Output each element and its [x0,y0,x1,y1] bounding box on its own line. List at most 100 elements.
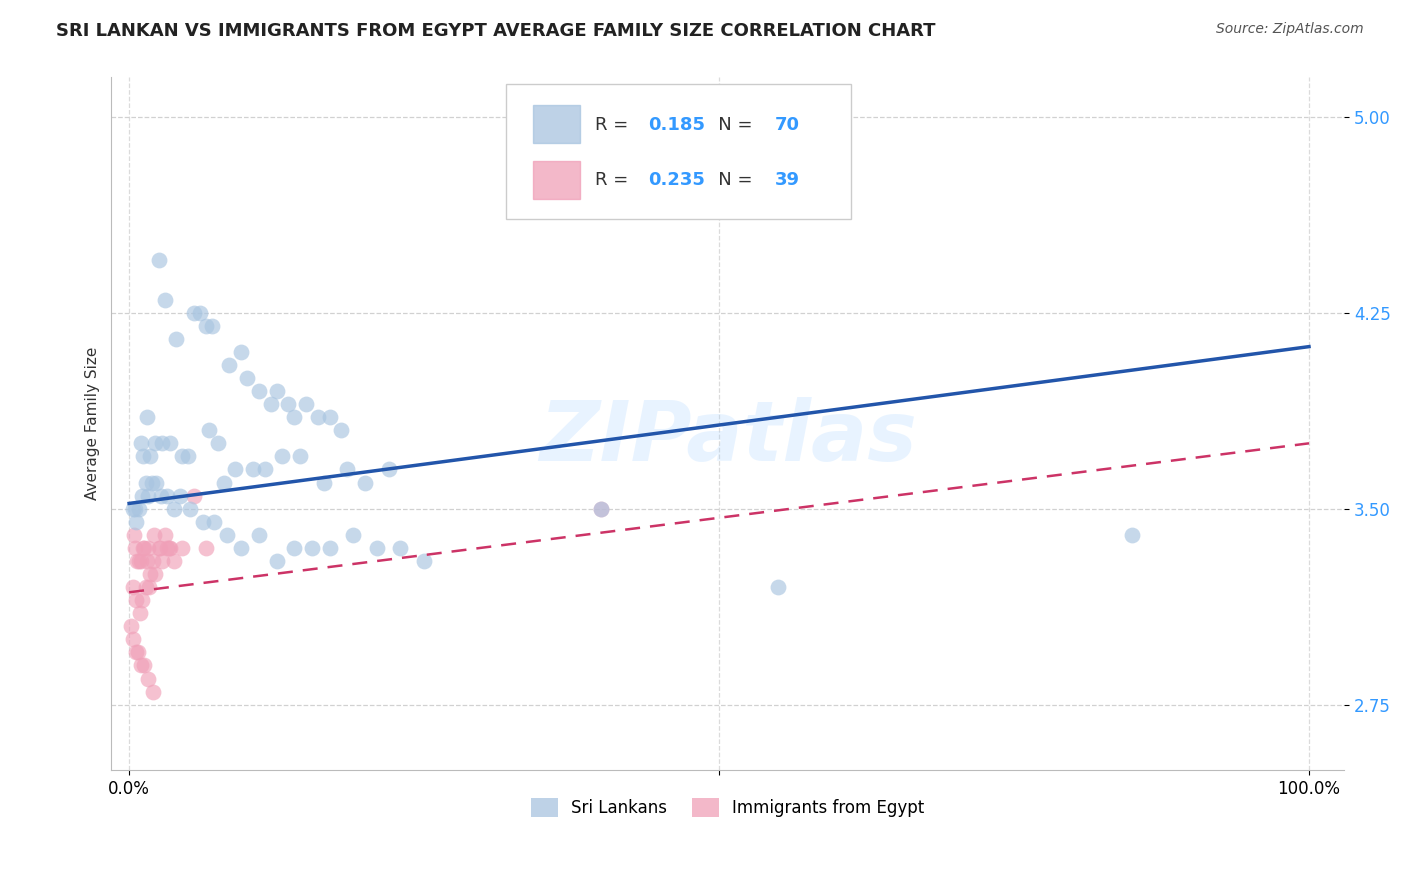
Point [194,318,217,333]
Point [145,475,167,490]
Point [135,410,157,425]
Point [129,658,152,673]
Point [307,410,329,425]
Point [131,489,153,503]
Point [283,541,305,555]
Point [132,541,155,555]
Point [136,541,159,555]
Text: 39: 39 [775,171,800,189]
Point [131,593,153,607]
Point [129,554,152,568]
Point [125,593,148,607]
Point [207,436,229,450]
Point [142,684,165,698]
Point [301,541,323,555]
Point [1121,528,1143,542]
Point [143,436,166,450]
Point [142,554,165,568]
Point [139,450,162,464]
Point [129,436,152,450]
Point [163,501,186,516]
Point [312,475,335,490]
Point [342,528,364,542]
Point [247,384,270,398]
Point [132,450,155,464]
Point [141,475,163,490]
Point [247,528,270,542]
Point [253,462,276,476]
Point [336,462,359,476]
Point [165,332,187,346]
Point [354,475,377,490]
Point [150,436,173,450]
Point [156,489,179,503]
Point [231,541,253,555]
Point [156,541,179,555]
Text: SRI LANKAN VS IMMIGRANTS FROM EGYPT AVERAGE FAMILY SIZE CORRELATION CHART: SRI LANKAN VS IMMIGRANTS FROM EGYPT AVER… [56,22,936,40]
Point [183,489,205,503]
Point [121,619,143,633]
Text: Source: ZipAtlas.com: Source: ZipAtlas.com [1216,22,1364,37]
Point [135,580,157,594]
Point [127,554,149,568]
Point [277,397,299,411]
Point [124,501,146,516]
Point [290,450,312,464]
Point [128,606,150,620]
Point [121,501,143,516]
Point [231,344,253,359]
Point [124,541,146,555]
Point [157,541,180,555]
Point [194,541,217,555]
Point [172,450,194,464]
Point [377,462,399,476]
Point [318,410,340,425]
Point [330,423,353,437]
Point [295,397,318,411]
Point [202,515,225,529]
Point [215,528,238,542]
Bar [533,105,579,144]
Y-axis label: Average Family Size: Average Family Size [86,347,100,500]
Point [266,554,288,568]
Point [198,423,221,437]
Point [135,475,157,490]
Point [260,397,283,411]
Bar [533,161,579,199]
Point [169,489,191,503]
Text: ZIPatlas: ZIPatlas [538,397,917,478]
Point [159,541,181,555]
Point [163,554,186,568]
Text: N =: N = [700,171,758,189]
Point [143,566,166,581]
Point [172,541,194,555]
Point [125,515,148,529]
Point [153,293,176,307]
Point [121,580,143,594]
Point [142,528,165,542]
Point [283,410,305,425]
Text: R =: R = [595,116,634,134]
Point [266,384,288,398]
Point [153,528,176,542]
Point [224,462,246,476]
Point [366,541,388,555]
FancyBboxPatch shape [506,85,851,219]
Point [128,554,150,568]
Text: 0.235: 0.235 [648,171,704,189]
Point [193,515,215,529]
Point [128,501,150,516]
Point [134,658,156,673]
Point [242,462,264,476]
Point [183,306,205,320]
Point [318,541,340,555]
Point [413,554,436,568]
Point [212,475,235,490]
Point [134,541,156,555]
Text: 70: 70 [775,116,800,134]
Point [271,450,294,464]
Text: N =: N = [700,116,758,134]
Point [148,253,170,268]
Point [135,554,157,568]
Point [159,436,181,450]
